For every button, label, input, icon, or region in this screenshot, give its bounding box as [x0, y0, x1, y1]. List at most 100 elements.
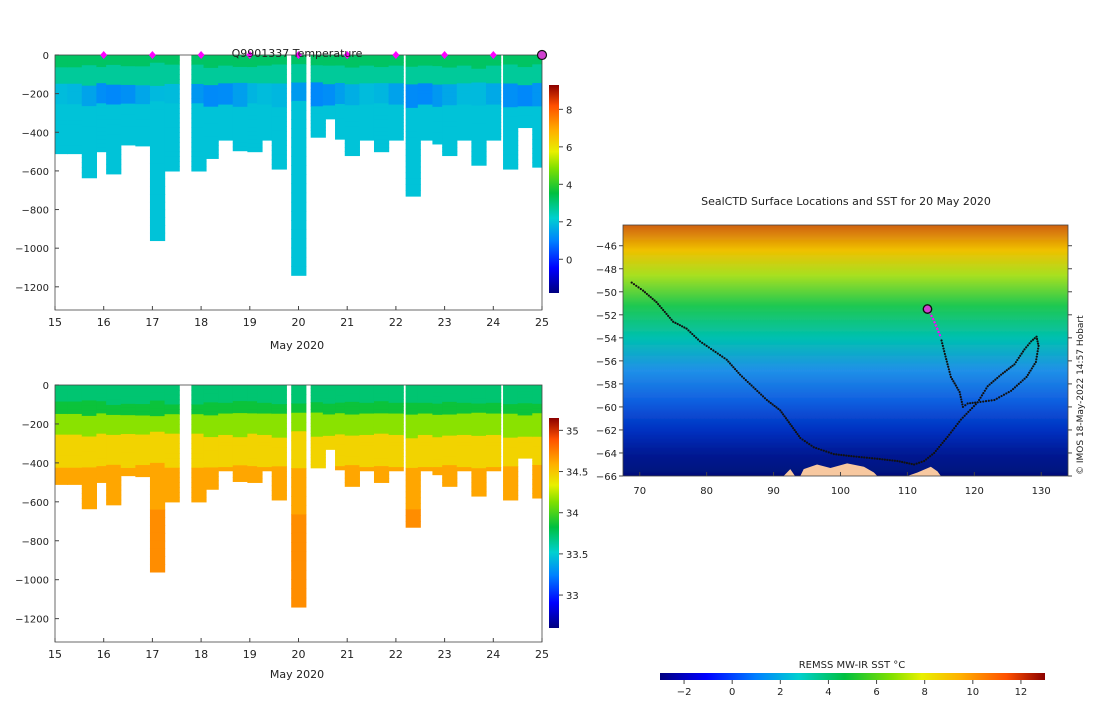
- section-cell: [120, 449, 136, 454]
- section-cell: [485, 90, 502, 95]
- section-cell: [120, 118, 136, 123]
- section-cell: [203, 136, 219, 142]
- section-cell: [517, 442, 533, 447]
- section-cell: [106, 494, 122, 501]
- track-dot: [718, 354, 722, 357]
- section-cell: [532, 403, 542, 410]
- section-cell: [335, 444, 351, 450]
- section-cell: [291, 449, 307, 460]
- section-cell: [388, 69, 404, 74]
- section-cell: [310, 443, 326, 448]
- section-cell: [149, 101, 166, 110]
- section-cell: [532, 64, 542, 70]
- section-cell: [373, 405, 390, 410]
- track-dot: [769, 401, 772, 405]
- land-polygon: [783, 469, 795, 476]
- section-cell: [388, 399, 404, 404]
- section-cell: [471, 146, 487, 152]
- section-cell: [405, 438, 421, 445]
- section-cell: [517, 97, 533, 101]
- track-dot: [949, 373, 952, 376]
- section-cell: [344, 477, 360, 483]
- map-frame: [622, 224, 1069, 477]
- section-cell: [149, 85, 166, 95]
- y-tick-label: −600: [22, 498, 49, 509]
- section-cell: [106, 64, 122, 71]
- section-cell: [149, 486, 166, 495]
- section-cell: [67, 124, 83, 130]
- track-dot: [1003, 370, 1007, 373]
- section-cell: [417, 83, 434, 88]
- section-cell: [149, 455, 166, 464]
- section-cell: [106, 479, 122, 486]
- section-cell: [135, 468, 151, 474]
- section-cell: [310, 395, 326, 400]
- section-cell: [442, 63, 458, 69]
- section-cell: [373, 401, 390, 406]
- latitude-tick-label: −62: [596, 426, 617, 437]
- section-cell: [405, 154, 421, 162]
- section-cell: [373, 59, 390, 64]
- section-cell: [291, 100, 307, 111]
- x-tick-label: 18: [194, 648, 208, 661]
- section-cell: [432, 463, 448, 468]
- section-cell: [203, 437, 219, 443]
- section-cell: [191, 394, 207, 401]
- sst-colorbar: [660, 673, 1045, 680]
- section-cell: [335, 111, 351, 116]
- track-dot: [948, 433, 951, 436]
- section-cell: [291, 495, 307, 506]
- section-cell: [96, 67, 112, 72]
- section-cell: [81, 141, 97, 148]
- section-cell: [485, 125, 502, 130]
- section-cell: [456, 108, 472, 113]
- section-cell: [120, 403, 136, 409]
- section-cell: [120, 114, 136, 120]
- track-dot: [881, 458, 884, 461]
- section-cell: [81, 167, 97, 174]
- section-cell: [335, 395, 351, 400]
- section-cell: [373, 83, 390, 88]
- x-tick-label: 25: [535, 316, 549, 329]
- section-cell: [485, 427, 502, 433]
- section-cell: [203, 119, 219, 125]
- section-cell: [164, 83, 180, 90]
- antarctic-coastline: [783, 463, 941, 476]
- track-dot: [794, 430, 798, 434]
- section-cell: [517, 112, 533, 116]
- section-cell: [149, 532, 166, 542]
- section-cell: [442, 113, 458, 119]
- track-dot: [942, 347, 945, 350]
- section-cell: [232, 114, 248, 120]
- section-cell: [149, 132, 166, 141]
- section-cell: [96, 437, 112, 443]
- section-cell: [471, 105, 487, 111]
- track-dot: [1002, 393, 1006, 396]
- section-cell: [81, 131, 97, 138]
- track-dot: [983, 389, 986, 392]
- section-cell: [55, 389, 68, 394]
- section-cell: [310, 75, 326, 80]
- section-cell: [247, 87, 263, 92]
- temperature-section-panel: 15 16 17 18 19 20 21 22 23 24 25 0−200−400−600−800…: [15, 47, 572, 352]
- track-dot: [725, 358, 728, 361]
- section-cell: [203, 411, 219, 416]
- track-dot: [945, 357, 948, 361]
- track-dot: [957, 388, 960, 391]
- section-cell: [373, 385, 390, 390]
- section-cell: [67, 128, 83, 134]
- section-cell: [485, 438, 502, 443]
- section-cell: [135, 89, 151, 94]
- track-dot: [1035, 358, 1038, 361]
- track-dot: [1023, 377, 1026, 380]
- track-dot: [961, 405, 965, 409]
- section-cell: [257, 93, 273, 99]
- track-dot: [974, 401, 977, 404]
- section-cell: [96, 470, 112, 475]
- section-cell: [232, 110, 248, 116]
- section-cell: [456, 388, 472, 393]
- section-cell: [291, 551, 307, 562]
- section-cell: [405, 450, 421, 457]
- section-cell: [67, 389, 83, 394]
